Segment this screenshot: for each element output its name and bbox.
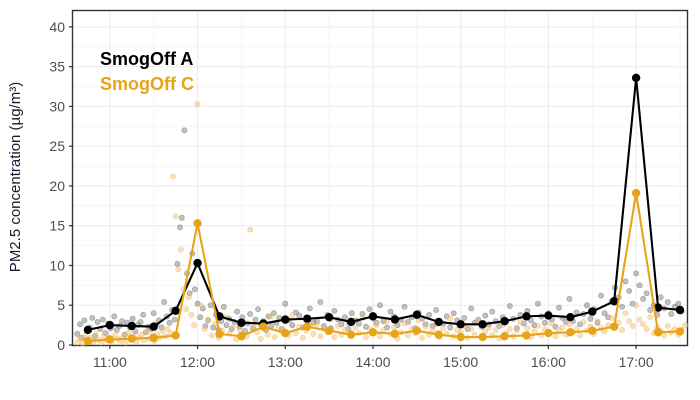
smogoff-c-line [83, 188, 685, 346]
legend-item-smogoff-c: SmogOff C [100, 74, 194, 94]
x-tick-label: 13:00 [268, 354, 303, 370]
y-tick-label: 35 [49, 59, 65, 75]
smogoff-a-line [83, 73, 685, 335]
y-tick-label: 5 [57, 297, 65, 313]
x-tick-label: 17:00 [619, 354, 654, 370]
legend-item-smogoff-a: SmogOff A [100, 49, 193, 69]
y-axis: 0 5 10 15 20 25 30 35 40 [49, 19, 73, 353]
y-tick-label: 40 [49, 19, 65, 35]
y-tick-label: 30 [49, 98, 65, 114]
panel-border [71, 9, 689, 347]
grid-lines [73, 11, 687, 346]
y-tick-label: 20 [49, 178, 65, 194]
x-tick-label: 12:00 [180, 354, 215, 370]
y-tick-label: 10 [49, 257, 65, 273]
y-tick-label: 0 [57, 337, 65, 353]
y-tick-label: 15 [49, 218, 65, 234]
x-tick-label: 16:00 [531, 354, 566, 370]
x-tick-label: 14:00 [355, 354, 390, 370]
x-tick-label: 11:00 [93, 354, 127, 370]
x-axis: 11:00 12:00 13:00 14:00 15:00 16:00 17:00 [93, 345, 654, 370]
chart-legend: SmogOff A SmogOff C [100, 49, 194, 94]
y-tick-label: 25 [49, 138, 65, 154]
series-lines-layer [83, 73, 685, 346]
x-tick-label: 15:00 [443, 354, 478, 370]
y-axis-title: PM2.5 concentration (µg/m³) [7, 82, 24, 272]
